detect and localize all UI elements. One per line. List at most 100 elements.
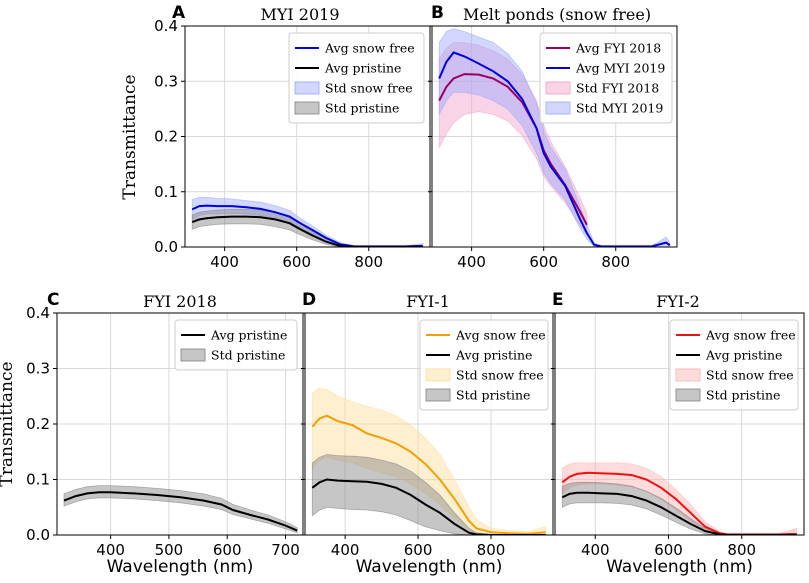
line-avg-pristine xyxy=(311,478,546,535)
band-std-snow-free xyxy=(311,387,547,535)
y-tick-label: 0.0 xyxy=(154,238,178,256)
x-tick-label: 600 xyxy=(654,541,683,559)
x-tick-label: 400 xyxy=(457,253,486,271)
line-avg-pristine xyxy=(191,215,423,247)
legend-label: Std snow free xyxy=(456,368,544,383)
legend-label: Std pristine xyxy=(211,348,285,363)
panel-title: FYI-1 xyxy=(406,292,450,311)
legend-box xyxy=(539,32,673,124)
x-tick-label: 600 xyxy=(282,253,311,271)
legend: Avg snow free Avg pristine Std snow free St… xyxy=(669,319,799,411)
legend-label: Std snow free xyxy=(325,81,413,96)
x-axis-label: Wavelength (nm) xyxy=(107,557,254,577)
y-tick-label: 0.1 xyxy=(154,183,178,201)
legend: Avg FYI 2018 Avg MYI 2019 Std FYI 2018 Std … xyxy=(539,32,673,124)
legend-box xyxy=(669,319,799,411)
y-tick-label: 0.4 xyxy=(26,304,50,322)
y-tick-label: 0.3 xyxy=(154,72,178,90)
panel-B: 400 600 800 B Melt ponds (snow free) Avg FYI … xyxy=(428,3,678,271)
legend: Avg pristine Std pristine xyxy=(174,319,298,371)
legend-label: Avg pristine xyxy=(455,348,532,363)
line-avg-pristine xyxy=(63,491,298,532)
legend-label: Std pristine xyxy=(706,388,780,403)
legend-label: Avg pristine xyxy=(324,61,401,76)
panel-title: Melt ponds (snow free) xyxy=(463,5,651,24)
band-std-pristine xyxy=(311,454,546,535)
x-tick-label: 700 xyxy=(271,541,300,559)
legend: Avg snow free Avg pristine Std snow free St… xyxy=(419,319,549,411)
legend-label: Avg pristine xyxy=(210,328,287,343)
series-layer xyxy=(63,485,298,534)
legend-band-swatch xyxy=(675,388,701,402)
panel-letter: B xyxy=(431,3,444,23)
band-std-snow-free xyxy=(561,462,798,535)
y-tick-label: 0.2 xyxy=(154,128,178,146)
line-avg-myi-2019 xyxy=(438,51,671,247)
panel-title: FYI-2 xyxy=(656,292,700,311)
band-std-pristine xyxy=(63,485,298,534)
band-std-pristine xyxy=(561,481,797,535)
y-tick-label: 0.4 xyxy=(154,17,178,35)
legend-band-swatch xyxy=(425,388,451,402)
legend-box xyxy=(419,319,549,411)
legend: Avg snow free Avg pristine Std snow free St… xyxy=(288,32,425,124)
legend-label: Avg FYI 2018 xyxy=(575,41,661,56)
legend-label: Std MYI 2019 xyxy=(576,101,663,116)
legend-band-swatch xyxy=(425,368,451,382)
band-std-myi-2019 xyxy=(438,28,671,247)
y-tick-label: 0.1 xyxy=(26,471,50,489)
x-tick-label: 400 xyxy=(96,541,125,559)
legend-band-swatch xyxy=(180,348,206,362)
legend-band-swatch xyxy=(294,81,320,95)
panel-E: 400 600 800 E FYI-2 Wavelength (nm) Avg snow f… xyxy=(551,290,805,577)
panel-letter: A xyxy=(172,3,186,23)
x-tick-label: 800 xyxy=(477,541,506,559)
panel-letter: C xyxy=(47,290,59,310)
x-axis-label: Wavelength (nm) xyxy=(606,557,753,577)
panel-letter: D xyxy=(302,290,316,310)
panel-letter: E xyxy=(552,290,564,310)
y-tick-label: 0.2 xyxy=(26,415,50,433)
series-layer xyxy=(561,462,798,535)
legend-label: Avg snow free xyxy=(455,328,546,343)
panel-C: 400 500 600 700 0.0 0.1 0.2 0.3 0.4C FYI 2018 Tran… xyxy=(0,290,304,577)
series-layer xyxy=(191,196,424,247)
x-tick-label: 800 xyxy=(354,253,383,271)
legend-box xyxy=(174,319,298,371)
legend-label: Std pristine xyxy=(325,101,399,116)
x-tick-label: 800 xyxy=(727,541,756,559)
legend-label: Avg snow free xyxy=(324,41,415,56)
legend-band-swatch xyxy=(675,368,701,382)
legend-band-swatch xyxy=(545,81,571,95)
panel-A: 400 600 800 0.0 0.1 0.2 0.3 0.4A MYI 2019 Transmi… xyxy=(120,3,431,271)
y-axis-label: Transmittance xyxy=(120,74,140,199)
x-tick-label: 400 xyxy=(331,541,360,559)
x-tick-label: 600 xyxy=(529,253,558,271)
x-tick-label: 800 xyxy=(601,253,630,271)
x-tick-label: 500 xyxy=(155,541,184,559)
legend-label: Std FYI 2018 xyxy=(576,81,659,96)
x-axis-label: Wavelength (nm) xyxy=(356,557,503,577)
series-layer xyxy=(311,387,547,535)
line-avg-pristine xyxy=(561,491,797,535)
y-tick-label: 0.0 xyxy=(26,526,50,544)
legend-label: Std snow free xyxy=(706,368,794,383)
legend-box xyxy=(288,32,425,124)
panel-D: 400 600 800 D FYI-1 Wavelength (nm) Avg snow f… xyxy=(301,290,554,577)
line-avg-snow-free xyxy=(311,414,546,535)
panel-title: FYI 2018 xyxy=(143,292,217,311)
x-tick-label: 600 xyxy=(213,541,242,559)
y-tick-label: 0.3 xyxy=(26,360,50,378)
series-layer xyxy=(438,28,671,247)
legend-label: Avg snow free xyxy=(705,328,796,343)
x-tick-label: 400 xyxy=(581,541,610,559)
panel-title: MYI 2019 xyxy=(260,5,339,24)
legend-band-swatch xyxy=(294,101,320,115)
y-axis-label: Transmittance xyxy=(0,361,17,486)
x-tick-label: 600 xyxy=(404,541,433,559)
legend-label: Avg pristine xyxy=(705,348,782,363)
legend-label: Avg MYI 2019 xyxy=(575,61,665,76)
legend-label: Std pristine xyxy=(456,388,530,403)
x-tick-label: 400 xyxy=(210,253,239,271)
